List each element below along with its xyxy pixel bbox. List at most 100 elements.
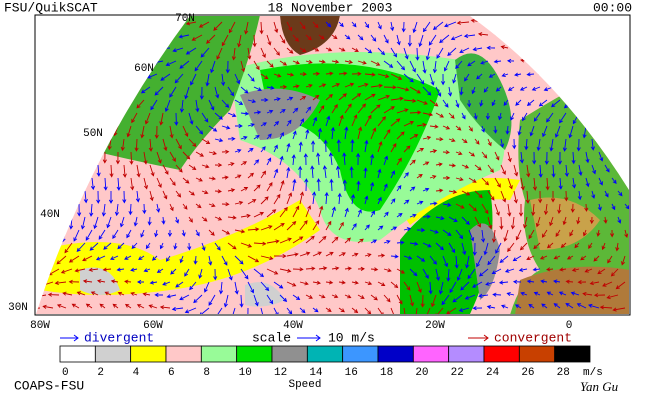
wind-vector [526,99,535,106]
wind-vector [154,229,159,238]
wind-vector [142,292,151,297]
wind-vector [533,291,541,296]
convergent-label: convergent [494,330,572,345]
wind-vector [499,255,509,264]
wind-vector [598,151,604,162]
wind-vector [485,281,496,286]
wind-vector [501,304,509,309]
wind-vector [184,86,190,100]
wind-vector [148,45,158,50]
wind-vector [351,114,358,127]
wind-vector [247,199,257,205]
wind-vector [550,190,556,203]
wind-vector [364,195,369,205]
wind-vector [195,125,204,135]
wind-vector [225,60,230,74]
wind-vector [435,216,445,221]
wind-vector [519,242,528,251]
wind-vector [322,165,327,179]
wind-vector [214,307,223,314]
wind-vector [580,59,593,64]
wind-vector [214,189,222,194]
wind-vector [214,86,220,99]
wind-vector [299,251,311,257]
wind-vector [474,138,480,145]
wind-vector [409,294,415,307]
wind-vector [447,47,457,57]
wind-vector [607,255,613,264]
wind-vector [542,125,548,138]
colorbar-tick-label: 14 [309,367,323,379]
wind-vector [491,268,502,275]
wind-vector [325,220,332,231]
wind-vector [563,99,574,109]
wind-vector [544,151,549,165]
scale-label: scale [252,330,291,345]
wind-vector [428,281,433,295]
wind-vector [356,152,361,166]
wind-vector [266,109,274,114]
wind-vector [562,72,574,78]
wind-vector [179,99,185,113]
wind-vector [131,242,138,250]
wind-vector [370,239,378,244]
wind-vector [179,294,190,301]
wind-vector [513,190,518,204]
wind-vector [591,164,597,175]
wind-vector [472,306,483,311]
wind-vector [409,241,419,246]
wind-vector [126,17,132,23]
wind-vector [325,47,333,52]
wind-vector [474,164,482,171]
wind-vector [279,237,292,244]
wind-vector [583,30,593,36]
wind-vector [589,216,594,225]
wind-vector [364,139,369,153]
wind-vector [154,86,164,96]
wind-vector [162,281,171,286]
wind-vector [377,116,386,127]
wind-vector [166,294,177,299]
wind-vector [383,85,397,90]
wind-vector [448,163,457,168]
wind-vector [110,279,119,284]
lon-label: 40W [283,320,303,332]
wind-vector [351,21,357,28]
wind-vector [214,163,223,168]
colorbar-cell [306,345,344,363]
wind-vector [45,255,54,267]
lon-label: 60W [143,320,163,332]
wind-vector [227,162,235,167]
wind-vector [485,17,496,23]
wind-vector [357,266,365,271]
wind-vector [144,112,151,125]
wind-vector [596,229,601,237]
wind-vector [370,34,377,42]
wind-vector [377,281,386,287]
lat-label: 30N [8,302,28,314]
wind-vector [604,164,610,173]
wind-vector [403,47,409,60]
wind-vector [383,60,394,68]
colorbar-unit: m/s [583,367,603,379]
wind-vector [304,178,309,192]
wind-vector [143,177,149,190]
wind-vector [611,125,616,137]
wind-vector [58,73,67,78]
wind-vector [279,268,292,273]
wind-vector [538,99,548,107]
wind-vector [85,72,93,77]
wind-vector [519,86,528,91]
wind-vector [174,112,179,126]
wind-vector [602,281,613,287]
wind-vector [135,190,140,203]
wind-vector [344,266,352,271]
wind-vector [606,32,619,38]
wind-vector [357,126,363,140]
colorbar-tick-label: 26 [521,367,534,379]
wind-vector [298,141,303,153]
wind-vector [455,151,463,156]
wind-vector [370,294,378,301]
wind-vector [351,307,359,314]
wind-vector [104,291,112,296]
